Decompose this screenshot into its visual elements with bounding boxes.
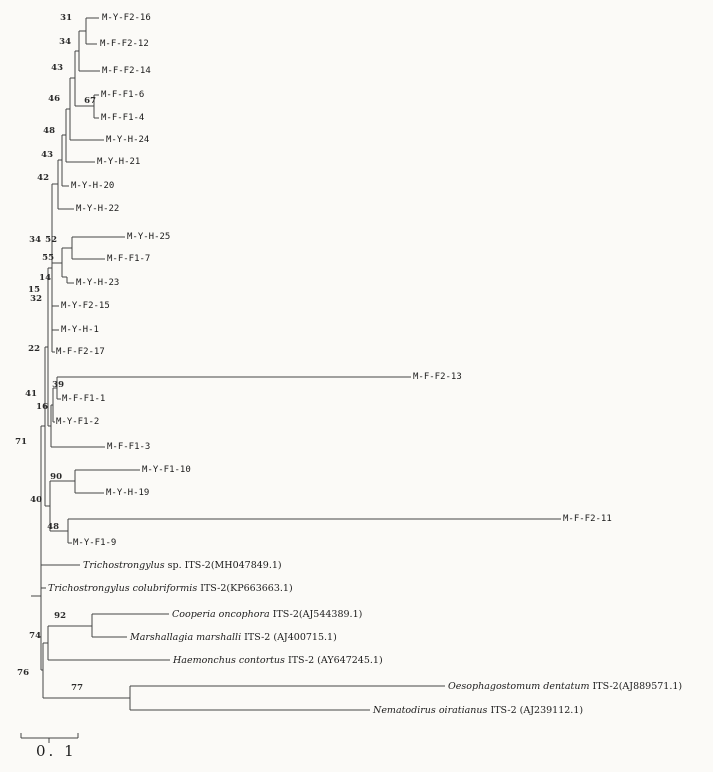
taxon-label: M-Y-H-23 bbox=[76, 278, 119, 288]
taxon-label: M-Y-F2-16 bbox=[102, 13, 151, 23]
bootstrap-value: 40 bbox=[30, 495, 42, 505]
bootstrap-value: 90 bbox=[50, 472, 62, 482]
taxon-label: M-Y-F1-9 bbox=[73, 538, 116, 548]
bootstrap-value: 48 bbox=[43, 126, 55, 136]
bootstrap-value: 16 bbox=[36, 402, 48, 412]
taxon-label: M-F-F1-4 bbox=[101, 113, 144, 123]
bootstrap-value: 42 bbox=[37, 173, 49, 183]
taxon-label: Trichostrongylus sp. ITS-2(MH047849.1) bbox=[83, 560, 282, 571]
bootstrap-value: 34 bbox=[29, 235, 41, 245]
taxon-label: Marshallagia marshalli ITS-2 (AJ400715.1… bbox=[129, 632, 337, 643]
bootstrap-value: 22 bbox=[28, 344, 40, 354]
tree-branches bbox=[31, 17, 561, 711]
bootstrap-value: 34 bbox=[59, 37, 71, 47]
taxon-label: Trichostrongylus colubriformis ITS-2(KP6… bbox=[48, 583, 293, 594]
bootstrap-value: 74 bbox=[29, 631, 41, 641]
taxon-label: M-F-F2-13 bbox=[413, 372, 462, 382]
bootstrap-value: 32 bbox=[30, 294, 42, 304]
bootstrap-value: 67 bbox=[84, 96, 96, 106]
taxon-label: M-Y-H-22 bbox=[76, 204, 119, 214]
taxon-label: M-F-F2-17 bbox=[56, 347, 105, 357]
taxon-label: M-F-F1-7 bbox=[107, 254, 150, 264]
taxon-label: M-F-F1-3 bbox=[107, 442, 150, 452]
taxon-label: M-F-F2-14 bbox=[102, 66, 151, 76]
bootstrap-value: 92 bbox=[54, 611, 66, 621]
taxon-label: Oesophagostomum dentatum ITS-2(AJ889571.… bbox=[448, 681, 682, 692]
taxon-label: M-F-F2-12 bbox=[100, 39, 149, 49]
taxon-label: M-Y-H-21 bbox=[97, 157, 140, 167]
taxon-label: M-Y-F1-2 bbox=[56, 417, 99, 427]
taxon-label: M-Y-H-20 bbox=[71, 181, 114, 191]
scale-bar-label: 0. 1 bbox=[36, 742, 77, 760]
taxon-label: M-F-F2-11 bbox=[563, 514, 612, 524]
taxon-label: M-Y-H-25 bbox=[127, 232, 170, 242]
bootstrap-value: 15 bbox=[28, 285, 40, 295]
tree-tip-labels: M-Y-F2-16 M-F-F2-12 M-F-F2-14 M-F-F1-6 M-F-F… bbox=[48, 13, 682, 716]
bootstrap-value: 55 bbox=[42, 253, 54, 263]
taxon-label: M-Y-F1-10 bbox=[142, 465, 191, 475]
bootstrap-value: 14 bbox=[39, 273, 51, 283]
taxon-label: M-Y-H-19 bbox=[106, 488, 149, 498]
bootstrap-value: 52 bbox=[45, 235, 57, 245]
bootstrap-value: 71 bbox=[15, 437, 27, 447]
taxon-label: M-F-F1-1 bbox=[62, 394, 105, 404]
taxon-label: Haemonchus contortus ITS-2 (AY647245.1) bbox=[172, 655, 383, 666]
bootstrap-value: 43 bbox=[51, 63, 63, 73]
bootstrap-value: 48 bbox=[47, 522, 59, 532]
bootstrap-value: 31 bbox=[60, 13, 72, 23]
taxon-label: Cooperia oncophora ITS-2(AJ544389.1) bbox=[172, 609, 362, 620]
bootstrap-value: 77 bbox=[71, 683, 83, 693]
taxon-label: M-Y-H-1 bbox=[61, 325, 99, 335]
taxon-label: M-Y-F2-15 bbox=[61, 301, 110, 311]
bootstrap-value: 46 bbox=[48, 94, 60, 104]
scale-bar bbox=[20, 733, 79, 743]
taxon-label: M-F-F1-6 bbox=[101, 90, 144, 100]
bootstrap-value: 43 bbox=[41, 150, 53, 160]
taxon-label: Nematodirus oiratianus ITS-2 (AJ239112.1… bbox=[372, 705, 583, 716]
taxon-label: M-Y-H-24 bbox=[106, 135, 149, 145]
bootstrap-value: 41 bbox=[25, 389, 37, 399]
bootstrap-value: 39 bbox=[52, 380, 64, 390]
bootstrap-value: 76 bbox=[17, 668, 29, 678]
